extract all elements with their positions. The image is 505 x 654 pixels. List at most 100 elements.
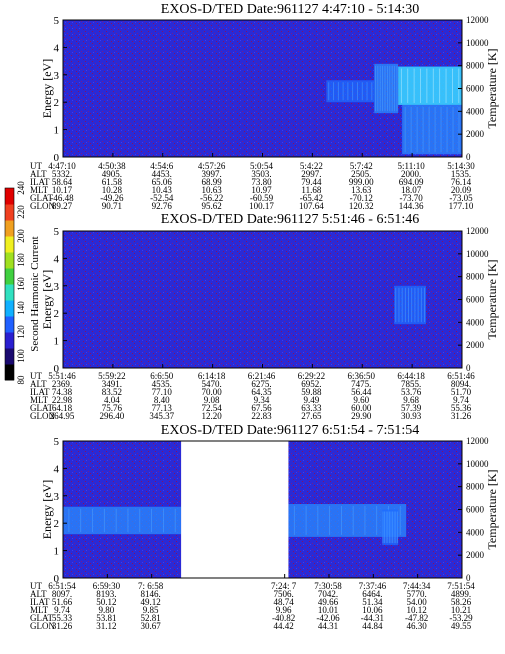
table-cell: 5:0:54 [250, 161, 274, 171]
table-cell: 75.76 [102, 403, 123, 413]
table-cell: 10.01 [318, 605, 338, 615]
colorbar-title: Second Harmonic Current [29, 236, 41, 351]
table-cell: 65.06 [152, 177, 173, 187]
energy-tick-label: 1 [54, 546, 60, 558]
table-cell: 73.80 [251, 177, 272, 187]
table-cell: 8193. [96, 589, 116, 599]
table-cell: 9.08 [204, 395, 220, 405]
energy-tick-label: 4 [54, 463, 60, 475]
energy-tick-label: 4 [54, 253, 60, 265]
table-row-label: ILAT [30, 177, 50, 187]
table-cell: 64.18 [52, 403, 73, 413]
colorbar-tick-label: 140 [16, 301, 26, 315]
table-cell: 100.17 [249, 201, 274, 211]
table-cell: 51.70 [451, 387, 472, 397]
table-row-label: GLON [30, 201, 55, 211]
colorbar-tick-label: 180 [16, 253, 26, 267]
table-cell: 8097. [52, 589, 72, 599]
colorbar-segment [5, 220, 14, 237]
table-cell: 5:51:46 [48, 371, 76, 381]
table-cell: 76.14 [451, 177, 472, 187]
table-cell: 70.00 [202, 387, 223, 397]
table-cell: 10.63 [202, 185, 223, 195]
table-row-label: GLON [30, 411, 55, 421]
table-row-label: UT [30, 371, 42, 381]
spectrogram-panel-3: EXOS-D/TED Date:961127 6:51:54 - 7:51:54… [30, 423, 499, 631]
energy-axis-label: Energy [eV] [40, 270, 54, 329]
energy-axis-label: Energy [eV] [40, 59, 54, 118]
temperature-tick-label: 6000 [466, 295, 485, 305]
table-cell: 2369. [52, 379, 72, 389]
table-cell: -52.54 [150, 193, 174, 203]
table-cell: -73.70 [400, 193, 424, 203]
temperature-tick-label: 8000 [466, 61, 485, 71]
table-cell: 44.84 [362, 621, 383, 631]
table-cell: 3503. [251, 169, 271, 179]
table-cell: 5:59:22 [98, 371, 126, 381]
energy-tick-label: 0 [54, 152, 60, 164]
table-cell: 264.95 [50, 411, 75, 421]
panel-title: EXOS-D/TED Date:961127 4:47:10 - 5:14:30 [161, 2, 419, 17]
table-row-label: MLT [30, 395, 49, 405]
table-cell: 5:4:22 [300, 161, 323, 171]
table-cell: 10.28 [102, 185, 123, 195]
table-cell: 6952. [301, 379, 321, 389]
temperature-tick-label: 4000 [466, 527, 485, 537]
table-cell: 2000. [401, 169, 421, 179]
energy-tick-label: 3 [54, 281, 60, 293]
table-cell: 9.74 [54, 605, 70, 615]
orbit-table: UTALTILATMLTGLATGLON5:51:462369.74.3822.… [30, 364, 475, 421]
temperature-tick-label: 8000 [466, 272, 485, 282]
energy-tick-label: 3 [54, 70, 60, 82]
table-cell: 8094. [451, 379, 471, 389]
table-cell: 4535. [152, 379, 172, 389]
table-row-label: ILAT [30, 597, 50, 607]
temperature-tick-label: 2000 [466, 550, 485, 560]
colorbar-segment [5, 332, 14, 349]
table-cell: -65.42 [300, 193, 323, 203]
table-cell: 6:51:46 [447, 371, 475, 381]
temperature-axis-label: Temperature [K] [485, 259, 499, 339]
colorbar-segment [5, 348, 14, 365]
table-cell: 7:30:58 [314, 581, 342, 591]
table-cell: -46.48 [50, 193, 74, 203]
table-cell: -47.82 [405, 613, 428, 623]
table-cell: 4:57:26 [198, 161, 226, 171]
table-row-label: ILAT [30, 387, 50, 397]
table-cell: 5:7:42 [350, 161, 373, 171]
temperature-tick-label: 4000 [466, 317, 485, 327]
temperature-axis-label: Temperature [K] [485, 469, 499, 549]
table-cell: 31.12 [96, 621, 116, 631]
table-cell: 29.90 [351, 411, 372, 421]
table-cell: 55.36 [451, 403, 472, 413]
table-cell: 92.76 [152, 201, 173, 211]
table-cell: 7:44:34 [403, 581, 431, 591]
energy-tick-label: 4 [54, 42, 60, 54]
signal-region [402, 104, 462, 155]
table-cell: 68.99 [202, 177, 223, 187]
energy-tick-label: 1 [54, 336, 60, 348]
table-cell: 20.09 [451, 185, 472, 195]
table-cell: 6:51:54 [48, 581, 76, 591]
colorbar-tick-label: 120 [16, 325, 26, 339]
table-cell: 4899. [451, 589, 471, 599]
table-cell: 2505. [351, 169, 371, 179]
table-cell: 13.63 [351, 185, 372, 195]
table-cell: 49.55 [451, 621, 472, 631]
table-cell: 44.31 [318, 621, 338, 631]
colorbar-tick-label: 200 [16, 229, 26, 243]
table-cell: 3491. [102, 379, 122, 389]
table-cell: 77.10 [152, 387, 173, 397]
table-cell: 12.20 [202, 411, 223, 421]
table-cell: 6:21:46 [248, 371, 276, 381]
table-cell: 999.00 [349, 177, 374, 187]
table-cell: 64.35 [251, 387, 272, 397]
table-cell: 79.44 [301, 177, 322, 187]
table-cell: 8.40 [154, 395, 170, 405]
table-cell: 46.30 [407, 621, 428, 631]
temperature-tick-label: 4000 [466, 106, 485, 116]
table-cell: 4:50:38 [98, 161, 126, 171]
table-cell: 61.58 [102, 177, 123, 187]
table-cell: 6:14:18 [198, 371, 226, 381]
